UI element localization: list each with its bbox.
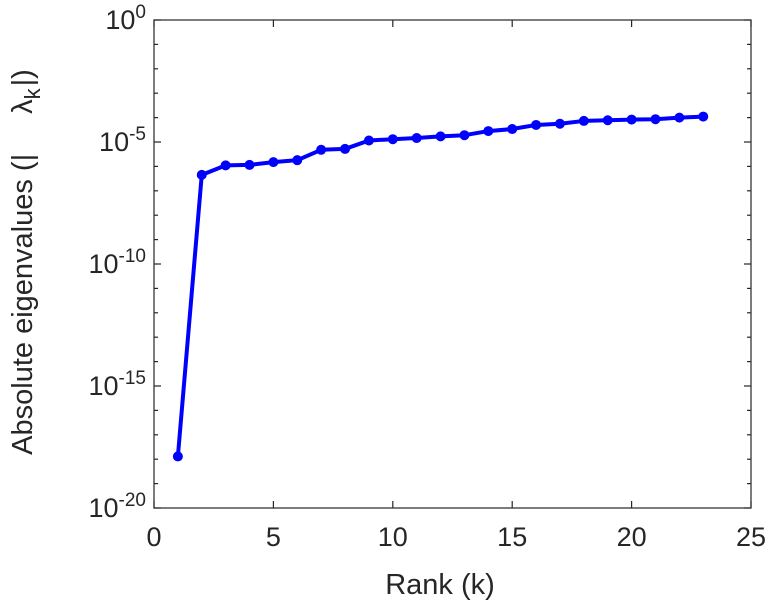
data-point: [459, 130, 470, 141]
x-tick-label: 10: [378, 522, 408, 552]
data-point: [411, 133, 422, 144]
data-point: [507, 124, 518, 135]
data-point: [674, 112, 685, 123]
y-tick-label-exponent: -5: [129, 124, 146, 145]
data-point: [435, 131, 446, 142]
x-tick-label: 0: [146, 522, 161, 552]
data-point: [531, 119, 542, 130]
x-tick-label: 20: [617, 522, 647, 552]
y-tick-label: 10-20: [88, 490, 146, 523]
x-tick-label: 5: [266, 522, 281, 552]
y-axis-label: Absolute eigenvalues (| λk|): [7, 69, 45, 455]
y-axis-label-subscript: k: [20, 87, 45, 99]
y-tick-label-exponent: -10: [119, 246, 146, 267]
y-tick-label-base: 10: [88, 371, 118, 401]
data-point: [626, 114, 637, 125]
data-point: [244, 159, 255, 170]
data-point: [292, 155, 303, 166]
y-tick-label: 10-5: [99, 124, 146, 157]
y-tick-label-base: 10: [105, 5, 135, 35]
x-tick-label: 25: [736, 522, 766, 552]
data-point: [387, 134, 398, 145]
data-point: [196, 169, 207, 180]
data-point: [602, 115, 613, 126]
data-point: [483, 126, 494, 137]
series-layer: [172, 111, 709, 462]
plot-frame: [153, 19, 752, 509]
x-axis-label: Rank (k): [385, 569, 495, 600]
y-tick-label-exponent: 0: [135, 2, 146, 23]
data-point: [340, 143, 351, 154]
data-point: [698, 111, 709, 122]
y-axis-label-suffix: |): [7, 69, 39, 86]
data-point: [316, 144, 327, 155]
data-point: [554, 118, 565, 129]
data-point: [268, 157, 279, 168]
y-tick-label: 10-10: [88, 246, 146, 279]
y-tick-label-exponent: -15: [119, 368, 146, 389]
y-tick-label-exponent: -20: [119, 490, 146, 511]
x-tick-label: 15: [497, 522, 527, 552]
series-line: [175, 114, 706, 459]
data-point: [172, 451, 183, 462]
y-tick-label: 10-15: [88, 368, 146, 401]
data-point: [363, 135, 374, 146]
data-point: [650, 114, 661, 125]
axes-box: [153, 19, 752, 509]
y-axis-label-prefix: Absolute eigenvalues (|: [7, 154, 39, 455]
y-axis-label-symbol: λ: [7, 99, 39, 114]
y-tick-label-base: 10: [99, 127, 129, 157]
data-point: [220, 160, 231, 171]
y-tick-label-base: 10: [88, 249, 118, 279]
data-point: [578, 115, 589, 126]
y-tick-label-base: 10: [88, 493, 118, 523]
y-tick-label: 100: [105, 2, 146, 35]
